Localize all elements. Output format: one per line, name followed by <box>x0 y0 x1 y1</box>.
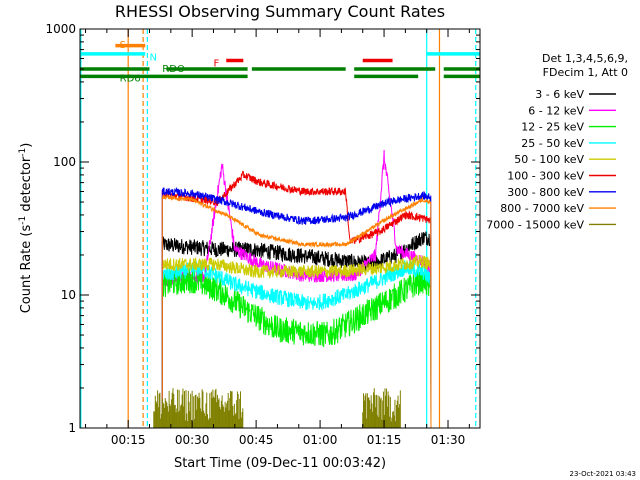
legend-header-line: FDecim 1, Att 0 <box>543 66 628 79</box>
y-axis-label-mid: detector <box>19 156 34 216</box>
series-25-50-kev <box>121 260 432 429</box>
flag-label-rd6: RD6 <box>120 74 141 85</box>
plot-frame <box>79 28 481 429</box>
x-axis-label: Start Time (09-Dec-11 00:03:42) <box>174 456 386 471</box>
legend-label: 3 - 6 keV <box>535 88 584 101</box>
legend-label: 800 - 7000 keV <box>500 202 584 215</box>
flag-labels: S N F RDO RD6 <box>120 40 220 85</box>
y-tick-label: 1000 <box>45 22 76 36</box>
y-tick-label: 1 <box>68 421 76 435</box>
plot-border <box>79 28 481 429</box>
series-100-300-kev <box>121 170 432 429</box>
legend-label: 6 - 12 keV <box>528 104 584 117</box>
flag-label-rdo: RDO <box>162 64 185 75</box>
flag-label-n: N <box>150 53 157 64</box>
series-300-800-kev <box>121 186 432 429</box>
y-axis-label-sup1: -1 <box>18 216 28 225</box>
y-axis-label-base: Count Rate (s <box>19 225 34 314</box>
y-axis-label: Count Rate (s-1 detector-1) <box>18 143 34 314</box>
legend-label: 100 - 300 keV <box>507 170 584 183</box>
series-800-7000-kev <box>121 193 432 429</box>
flag-label-f: F <box>213 58 219 69</box>
x-tick-label: 00:45 <box>239 433 274 447</box>
legend-label: 300 - 800 keV <box>507 186 584 199</box>
series-7000-15000-kev <box>153 388 401 428</box>
y-tick-label: 10 <box>61 288 76 302</box>
y-axis-label-sup2: -1 <box>18 148 28 157</box>
legend-label: 25 - 50 keV <box>521 137 584 150</box>
series-50-100-kev <box>121 255 432 429</box>
y-axis-label-end: ) <box>19 143 34 148</box>
x-axis-ticks: 00:15 00:30 00:45 01:00 01:15 01:30 <box>85 29 470 447</box>
flag-label-s: S <box>120 40 126 51</box>
legend-header-line: Det 1,3,4,5,6,9, <box>542 52 628 65</box>
legend-label: 12 - 25 keV <box>521 121 584 134</box>
legend-label: 7000 - 15000 keV <box>486 218 584 231</box>
x-tick-label: 01:15 <box>367 433 402 447</box>
legend: Det 1,3,4,5,6,9,FDecim 1, Att 0 3 - 6 keV… <box>486 52 628 231</box>
legend-label: 50 - 100 keV <box>514 153 584 166</box>
footer-timestamp: 23-Oct-2021 03:43 <box>570 470 636 478</box>
x-tick-label: 00:15 <box>111 433 146 447</box>
series-12-25-kev <box>121 265 432 429</box>
y-axis-ticks: 1 10 100 1000 <box>45 22 480 435</box>
chart-title: RHESSI Observing Summary Count Rates <box>115 2 445 21</box>
series-3-6-kev <box>121 231 432 429</box>
y-tick-label: 100 <box>53 155 76 169</box>
x-tick-label: 01:30 <box>431 433 466 447</box>
plot-area-data <box>80 29 480 429</box>
x-tick-label: 00:30 <box>175 433 210 447</box>
x-tick-label: 01:00 <box>303 433 338 447</box>
